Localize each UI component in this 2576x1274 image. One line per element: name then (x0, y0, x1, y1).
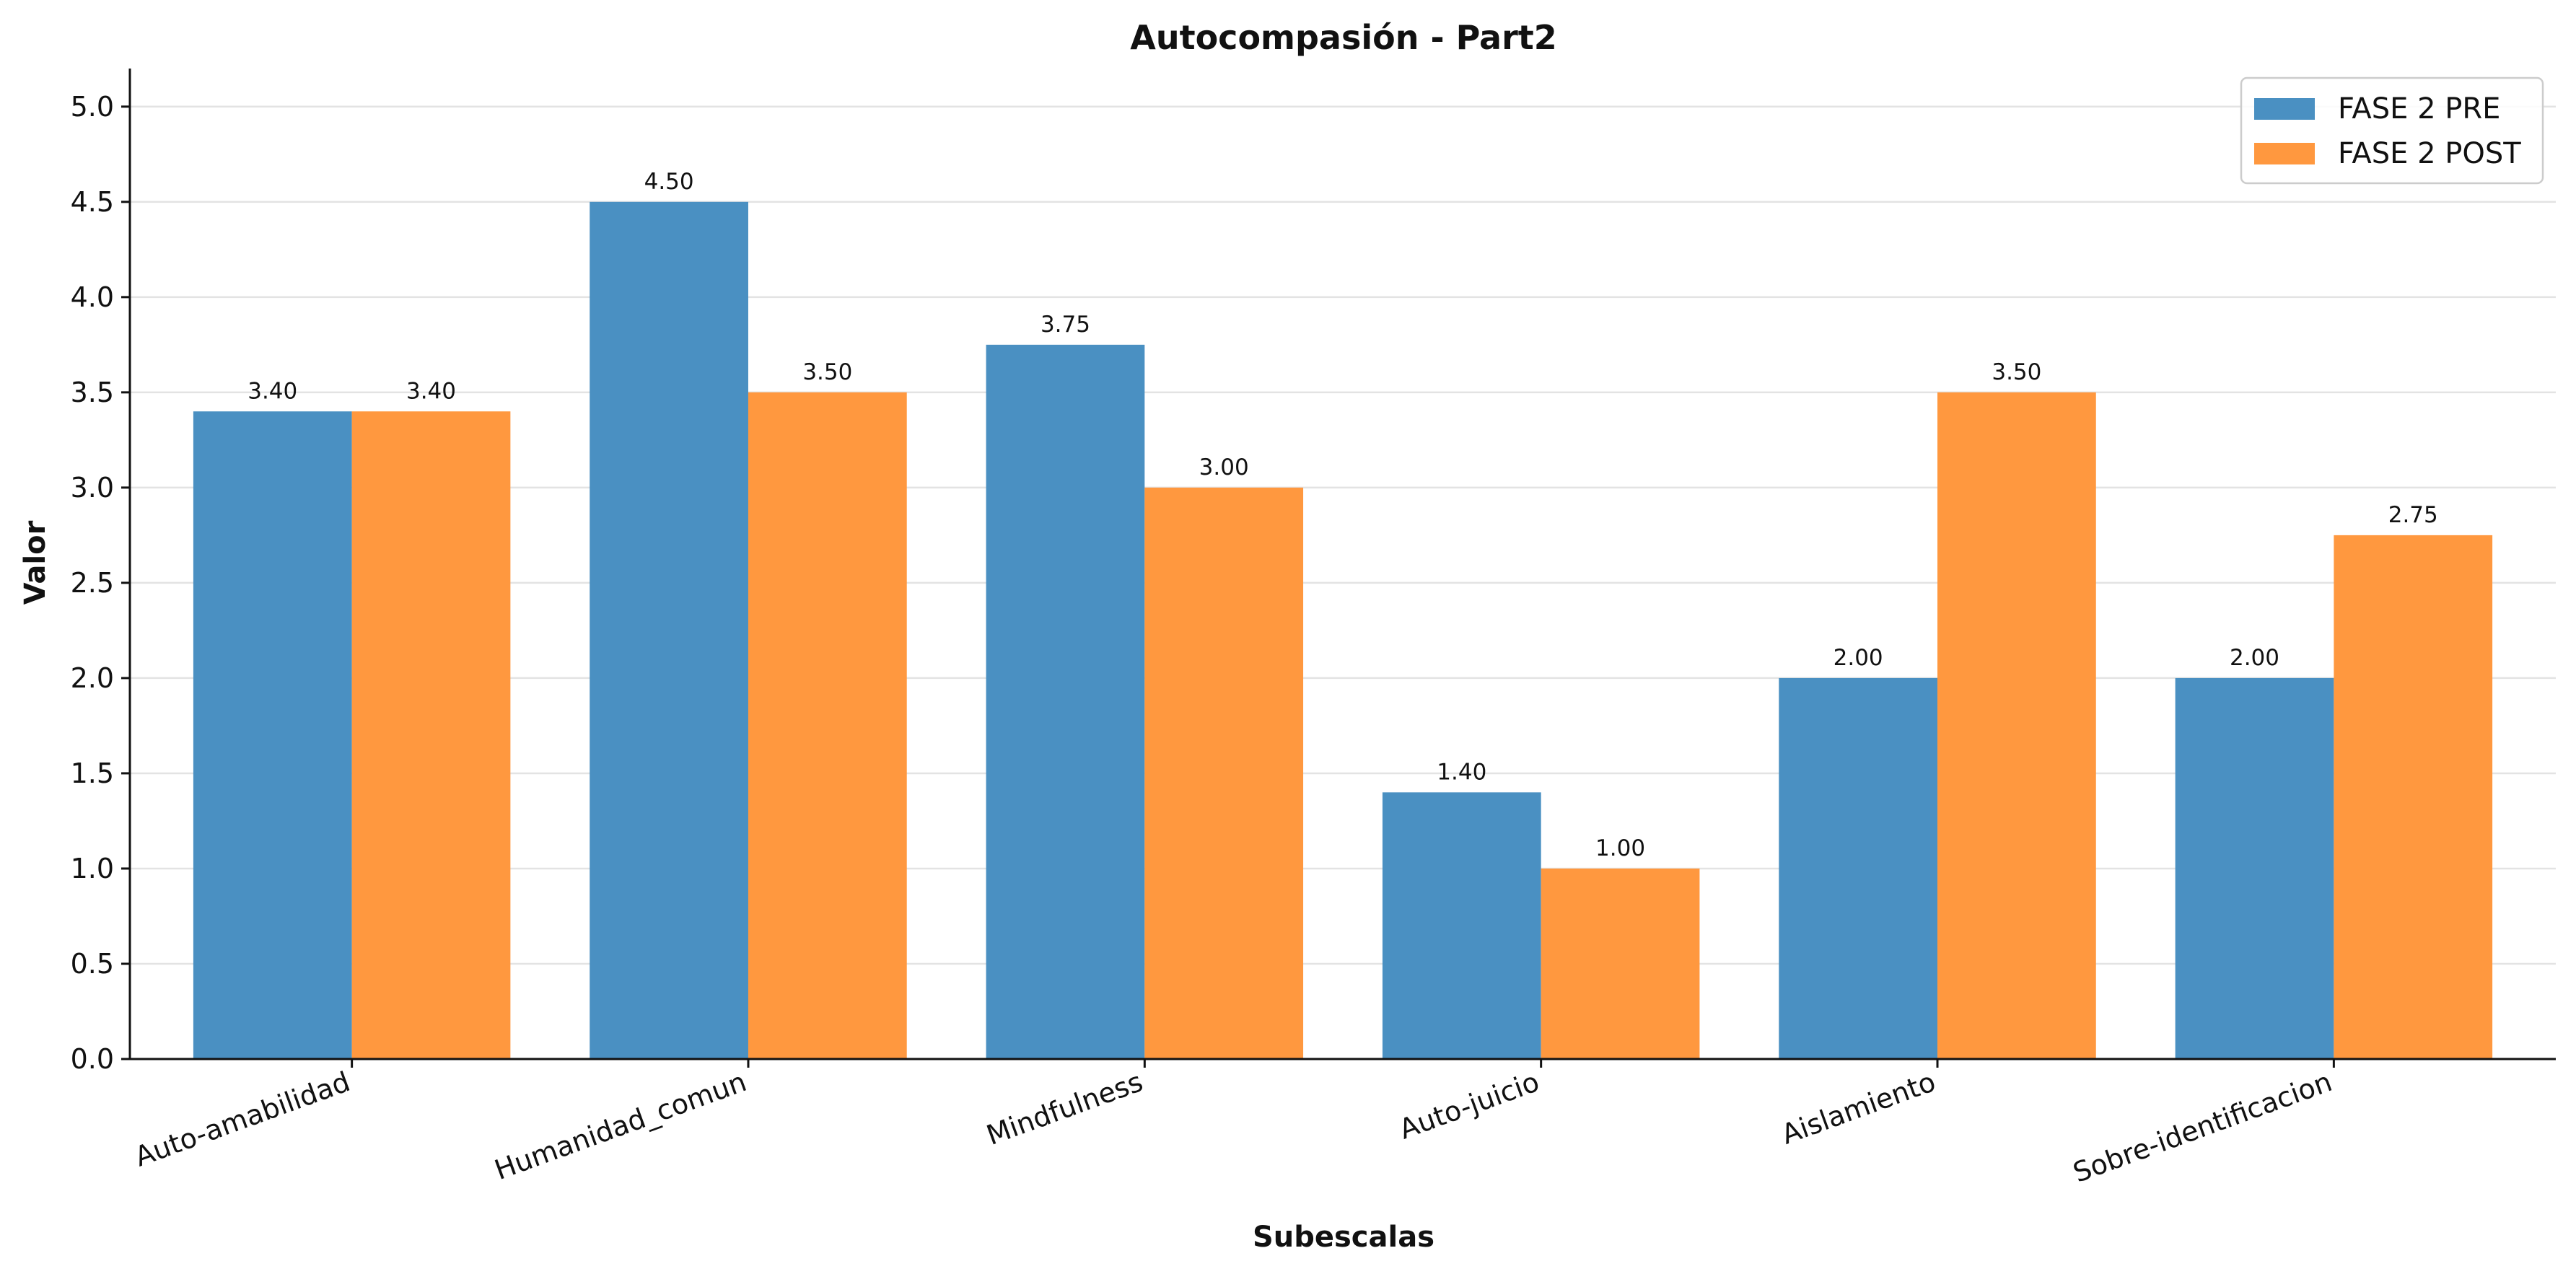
bar (590, 201, 748, 1060)
legend-label: FASE 2 POST (2338, 137, 2521, 170)
chart-title: Autocompasión - Part2 (1130, 18, 1557, 57)
data-label: 3.40 (406, 378, 456, 404)
y-tick-label: 0.0 (71, 1043, 114, 1075)
y-tick-label: 3.5 (71, 377, 114, 408)
bar (193, 411, 352, 1059)
x-tick-label: Sobre-identificacion (2069, 1066, 2336, 1189)
y-tick-label: 5.0 (71, 91, 114, 123)
legend-swatch (2254, 143, 2315, 164)
data-label: 3.50 (802, 359, 852, 385)
y-tick-label: 2.0 (71, 662, 114, 694)
bar (1382, 792, 1541, 1059)
data-label: 1.40 (1437, 759, 1486, 785)
data-label: 1.00 (1595, 835, 1645, 861)
bar (1541, 868, 1700, 1059)
bar (351, 411, 511, 1059)
y-tick-label: 4.5 (71, 186, 114, 218)
x-axis-title: Subescalas (1253, 1221, 1434, 1254)
x-tick-label: Auto-juicio (1395, 1066, 1543, 1146)
data-label: 4.50 (644, 169, 694, 195)
data-labels: 3.40 3.40 4.50 3.50 3.75 3.00 1.40 1.00 2.00 3.50… (247, 169, 2438, 861)
y-tick-label: 1.5 (71, 757, 114, 789)
bar (2334, 535, 2493, 1059)
gridlines (130, 105, 2556, 965)
data-label: 2.75 (2388, 502, 2438, 528)
y-tick-label: 0.5 (71, 948, 114, 980)
legend-box (2240, 76, 2544, 185)
legend-swatch (2254, 98, 2315, 120)
bar (986, 344, 1145, 1059)
y-tick-label: 3.0 (71, 472, 114, 504)
data-label: 3.40 (247, 378, 297, 404)
data-label: 2.00 (1834, 645, 1883, 671)
y-tick-label: 1.0 (71, 853, 114, 884)
x-tick-label: Mindfulness (982, 1066, 1147, 1151)
y-tick-label: 2.5 (71, 567, 114, 599)
bar (2175, 677, 2334, 1059)
y-axis-title: Valor (19, 520, 52, 605)
legend-label: FASE 2 PRE (2338, 92, 2500, 126)
data-label: 2.00 (2230, 645, 2279, 671)
bar (1937, 392, 2096, 1059)
x-tick-label: Humanidad_comun (491, 1066, 750, 1186)
data-label: 3.50 (1992, 359, 2041, 385)
x-tick-label: Auto-amabilidad (131, 1066, 354, 1173)
data-label: 3.75 (1041, 312, 1090, 338)
data-label: 3.00 (1199, 454, 1249, 480)
bars (193, 201, 2493, 1060)
bar (1144, 487, 1304, 1059)
bar (748, 392, 907, 1059)
bar (1779, 677, 1938, 1059)
x-tick-label: Aislamiento (1777, 1066, 1940, 1151)
legend: FASE 2 PRE FASE 2 POST (2240, 76, 2544, 185)
y-tick-label: 4.0 (71, 281, 114, 313)
